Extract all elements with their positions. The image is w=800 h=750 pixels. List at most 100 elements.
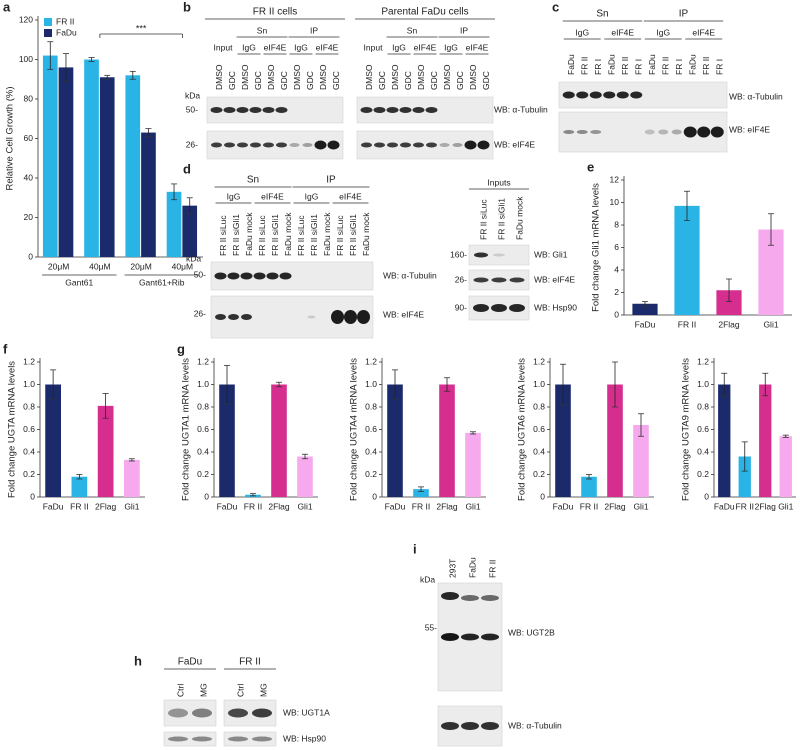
band (474, 252, 488, 258)
band (563, 130, 575, 134)
y-tick-label: 4 (614, 264, 619, 274)
band (576, 130, 588, 134)
band (461, 722, 479, 730)
treatment-label: DMSO (214, 64, 224, 90)
band (266, 272, 279, 280)
legend-label: FaDu (56, 27, 77, 37)
x-tick-label: FR II (736, 501, 754, 511)
treatment-label: DMSO (468, 64, 478, 90)
band (477, 140, 490, 150)
treatment-label: GDC (305, 71, 315, 90)
y-tick-label: 1.2 (365, 356, 377, 366)
band (374, 142, 385, 148)
y-tick-label: 100 (19, 54, 33, 64)
treatment-label: GDC (279, 71, 289, 90)
condition-label: Input (364, 42, 384, 52)
band (327, 140, 340, 150)
bar (219, 384, 235, 497)
band (236, 107, 249, 113)
bar (42, 55, 58, 257)
y-tick-label: 0.2 (23, 469, 35, 479)
probe-label: WB: Hsp90 (534, 302, 577, 312)
band (412, 107, 425, 113)
band (481, 722, 499, 730)
fraction-label: IP (326, 175, 336, 186)
y-axis-label: Fold change UGTA4 mRNA levels (349, 358, 360, 501)
sample-label: FaDu mock (244, 212, 254, 256)
band (357, 310, 370, 324)
group-title: FR II cells (253, 7, 297, 18)
bar (271, 384, 287, 497)
sample-label: FaDu mock (361, 212, 371, 256)
y-tick-label: 0.2 (365, 469, 377, 479)
panel-label: e (587, 159, 594, 174)
y-tick-label: 0.6 (697, 424, 709, 434)
band (237, 142, 248, 148)
band (400, 142, 411, 148)
x-tick-label: FR II (244, 501, 262, 511)
blot (223, 731, 277, 747)
band (439, 143, 450, 147)
sample-label: FR II siLuc (478, 199, 488, 240)
x-tick-label: 2Flag (95, 501, 117, 511)
marker-label: 26- (186, 139, 198, 149)
y-tick-label: 1.2 (533, 356, 545, 366)
line-label: FR II (661, 57, 671, 75)
band (275, 107, 288, 113)
band (192, 736, 212, 742)
sample-label: 293T (447, 559, 457, 578)
bar (581, 476, 597, 497)
band (224, 142, 235, 148)
band (252, 736, 272, 742)
x-tick-label: 20μM (48, 261, 69, 271)
x-tick-label: 40μM (89, 261, 110, 271)
x-tick-label: FaDu (217, 501, 238, 511)
treatment-label: MG (258, 683, 268, 697)
treatment-label: DMSO (240, 64, 250, 90)
condition-label: IgG (444, 42, 458, 52)
line-label: FR I (634, 59, 644, 75)
band (214, 272, 227, 280)
panel-label: h (134, 653, 142, 668)
x-tick-label: Gli1 (763, 319, 778, 329)
y-tick-label: 1.0 (23, 379, 35, 389)
band (562, 91, 575, 99)
band (241, 314, 252, 320)
antibody-label: IgG (305, 191, 319, 201)
y-tick-label: 0.4 (23, 446, 35, 456)
band (211, 142, 222, 148)
condition-label: eIF4E (466, 42, 489, 52)
sample-label: FR II siLuc (335, 215, 345, 256)
band (630, 91, 643, 99)
band (263, 142, 274, 148)
treatment-label: DMSO (416, 64, 426, 90)
line-label: FR II (701, 57, 711, 75)
condition-label: eIF4E (414, 42, 437, 52)
line-label: FR I (593, 59, 603, 75)
probe-label: WB: α-Tubulin (508, 720, 562, 730)
band (223, 107, 236, 113)
band (683, 126, 697, 138)
probe-label: WB: UGT2B (508, 627, 555, 637)
band (228, 708, 248, 718)
treatment-label: DMSO (318, 64, 328, 90)
probe-label: WB: eIF4E (494, 139, 535, 149)
blot (163, 731, 217, 747)
band (276, 142, 287, 148)
band (491, 277, 507, 283)
y-tick-label: 120 (19, 14, 33, 24)
band (361, 142, 372, 148)
probe-label: WB: eIF4E (534, 274, 575, 284)
line-title: FaDu (178, 657, 202, 668)
bar (84, 59, 99, 257)
panel-label: i (413, 541, 417, 556)
y-tick-label: 1.0 (365, 379, 377, 389)
treatment-label: Ctrl (175, 684, 185, 697)
band (473, 304, 489, 312)
y-axis-label: Fold change UGTA9 mRNA levels (681, 358, 692, 501)
band (589, 91, 602, 99)
probe-label: WB: eIF4E (383, 309, 424, 319)
treatment-label: MG (198, 683, 208, 697)
kda-label: kDa (185, 90, 200, 100)
x-tick-label: FaDu (635, 319, 656, 329)
